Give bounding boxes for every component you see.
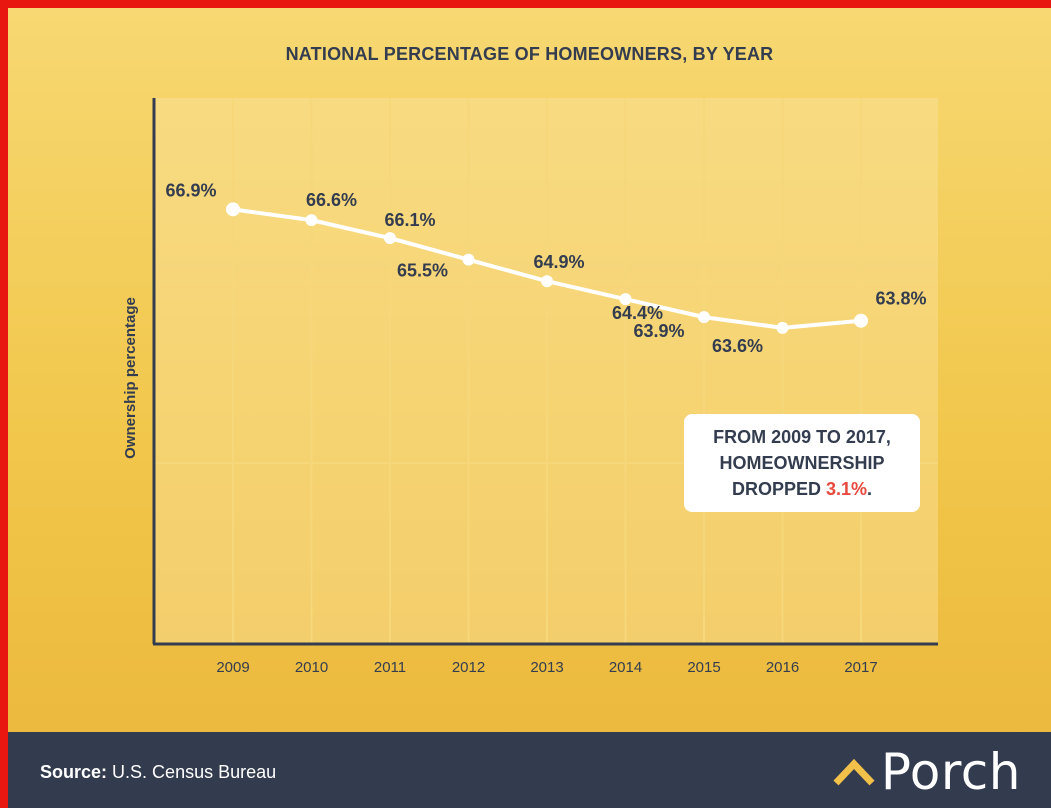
gridlines	[154, 98, 938, 644]
brand-name: Porch	[880, 743, 1021, 801]
callout-line-1: FROM 2009 TO 2017,	[713, 427, 891, 447]
data-label-2014: 64.4%	[612, 303, 663, 323]
source-text: U.S. Census Bureau	[112, 762, 277, 782]
x-tick-2009: 2009	[216, 659, 249, 676]
x-tick-2010: 2010	[295, 659, 328, 676]
x-tick-2015: 2015	[687, 659, 720, 676]
callout-line-3-suffix: .	[867, 479, 873, 499]
footer-bar: Source: U.S. Census Bureau Porch	[8, 732, 1051, 808]
chart-title: NATIONAL PERCENTAGE OF HOMEOWNERS, BY YE…	[285, 44, 774, 64]
roof-chevron-icon	[833, 758, 875, 786]
source-credit: Source: U.S. Census Bureau	[40, 762, 276, 783]
x-tick-2013: 2013	[530, 659, 563, 676]
point-2009	[226, 202, 240, 217]
infographic: NATIONAL PERCENTAGE OF HOMEOWNERS, BY YE…	[8, 8, 1051, 808]
data-label-2013: 64.9%	[533, 252, 584, 272]
point-2015	[698, 311, 710, 324]
x-tick-2012: 2012	[452, 659, 485, 676]
callout-highlight-value: 3.1%	[825, 479, 868, 499]
data-label-2015: 63.9%	[633, 321, 684, 341]
callout-line-3: DROPPED 3.1%.	[732, 476, 872, 502]
point-2016	[776, 321, 789, 334]
data-label-2017: 63.8%	[875, 289, 926, 309]
x-tick-2017: 2017	[844, 659, 877, 676]
x-tick-2014: 2014	[609, 659, 642, 676]
data-label-2016: 63.6%	[712, 336, 763, 356]
callout-line-2: HOMEOWNERSHIP	[719, 453, 885, 473]
point-2017	[854, 313, 868, 328]
point-2011	[384, 232, 396, 245]
point-2010	[305, 214, 318, 227]
callout-line-3-prefix: DROPPED	[731, 479, 826, 499]
point-2014	[619, 293, 632, 306]
line-chart: Ownership percentage 2009 2010 2011 2012 201…	[122, 98, 938, 676]
y-axis-label: Ownership percentage	[122, 297, 139, 459]
source-label: Source:	[40, 762, 108, 782]
data-label-2010: 66.6%	[306, 190, 357, 210]
x-tick-2016: 2016	[766, 659, 799, 676]
point-2013	[541, 275, 553, 288]
porch-logo: Porch	[833, 743, 1021, 801]
series-ownership	[226, 202, 868, 334]
data-label-2012: 65.5%	[397, 261, 448, 281]
data-label-2011: 66.1%	[384, 210, 435, 230]
x-tick-labels: 2009 2010 2011 2012 2013 2014 2015 2016 2017	[216, 659, 877, 676]
x-tick-2011: 2011	[374, 659, 406, 676]
summary-callout: FROM 2009 TO 2017, HOMEOWNERSHIP DROPPED…	[684, 414, 920, 512]
data-label-2009: 66.9%	[165, 180, 216, 200]
data-labels: 66.9% 66.6% 66.1% 65.5% 64.9% 64.4%63.9% 63.6%…	[165, 180, 926, 356]
point-2012	[462, 253, 475, 266]
